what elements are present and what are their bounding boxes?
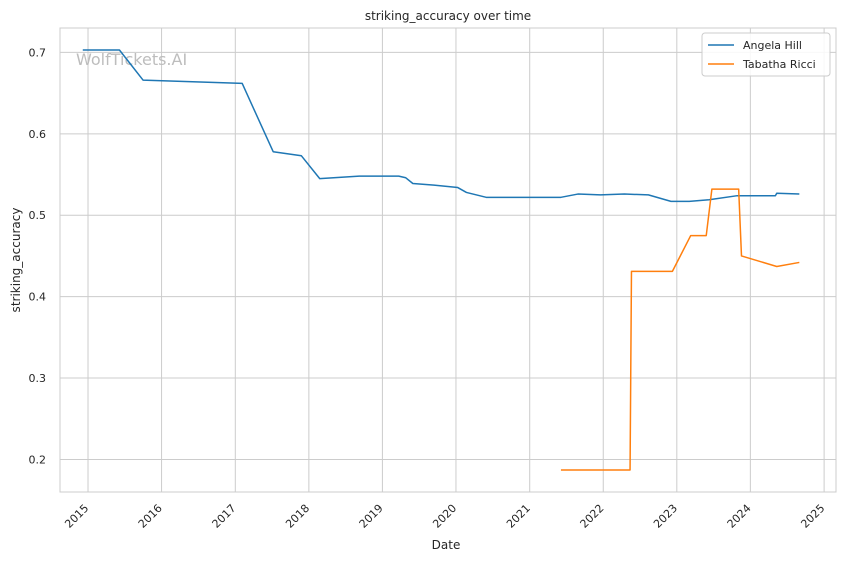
- series-line-angela-hill: [82, 49, 800, 203]
- legend-label-angela-hill: Angela Hill: [743, 39, 802, 52]
- x-tick-label: 2016: [136, 502, 165, 531]
- series-layer: [82, 49, 800, 471]
- x-tick-label: 2018: [283, 502, 312, 531]
- y-tick-label: 0.4: [29, 291, 47, 304]
- x-tick-label: 2025: [798, 502, 827, 531]
- legend: Angela Hill Tabatha Ricci: [701, 32, 831, 77]
- y-tick-label: 0.5: [29, 209, 47, 222]
- chart-title: striking_accuracy over time: [365, 9, 531, 23]
- y-axis-label: striking_accuracy: [9, 208, 23, 313]
- plot-background: [60, 28, 836, 492]
- series-line-tabatha-ricci: [560, 188, 800, 471]
- y-tick-labels: 0.2 0.3 0.4 0.5 0.6 0.7: [29, 46, 47, 466]
- x-tick-label: 2023: [651, 502, 680, 531]
- y-tick-label: 0.7: [29, 46, 47, 59]
- x-tick-label: 2022: [578, 502, 607, 531]
- x-tick-label: 2017: [210, 502, 239, 531]
- grid: [60, 28, 836, 492]
- x-tick-labels: 2015 2016 2017 2018 2019 2020 2021 2022 2023 2024…: [62, 502, 827, 531]
- y-tick-label: 0.6: [29, 128, 47, 141]
- y-tick-label: 0.3: [29, 372, 47, 385]
- watermark: WolfTickets.AI: [76, 50, 187, 69]
- legend-label-tabatha-ricci: Tabatha Ricci: [742, 58, 816, 71]
- x-axis-label: Date: [432, 538, 461, 552]
- x-tick-label: 2021: [504, 502, 533, 531]
- x-tick-label: 2020: [430, 502, 459, 531]
- y-tick-label: 0.2: [29, 453, 47, 466]
- x-tick-label: 2024: [725, 502, 754, 531]
- x-tick-label: 2015: [62, 502, 91, 531]
- plot-frame: [59, 27, 837, 493]
- legend-box: [701, 32, 831, 77]
- x-tick-label: 2019: [357, 502, 386, 531]
